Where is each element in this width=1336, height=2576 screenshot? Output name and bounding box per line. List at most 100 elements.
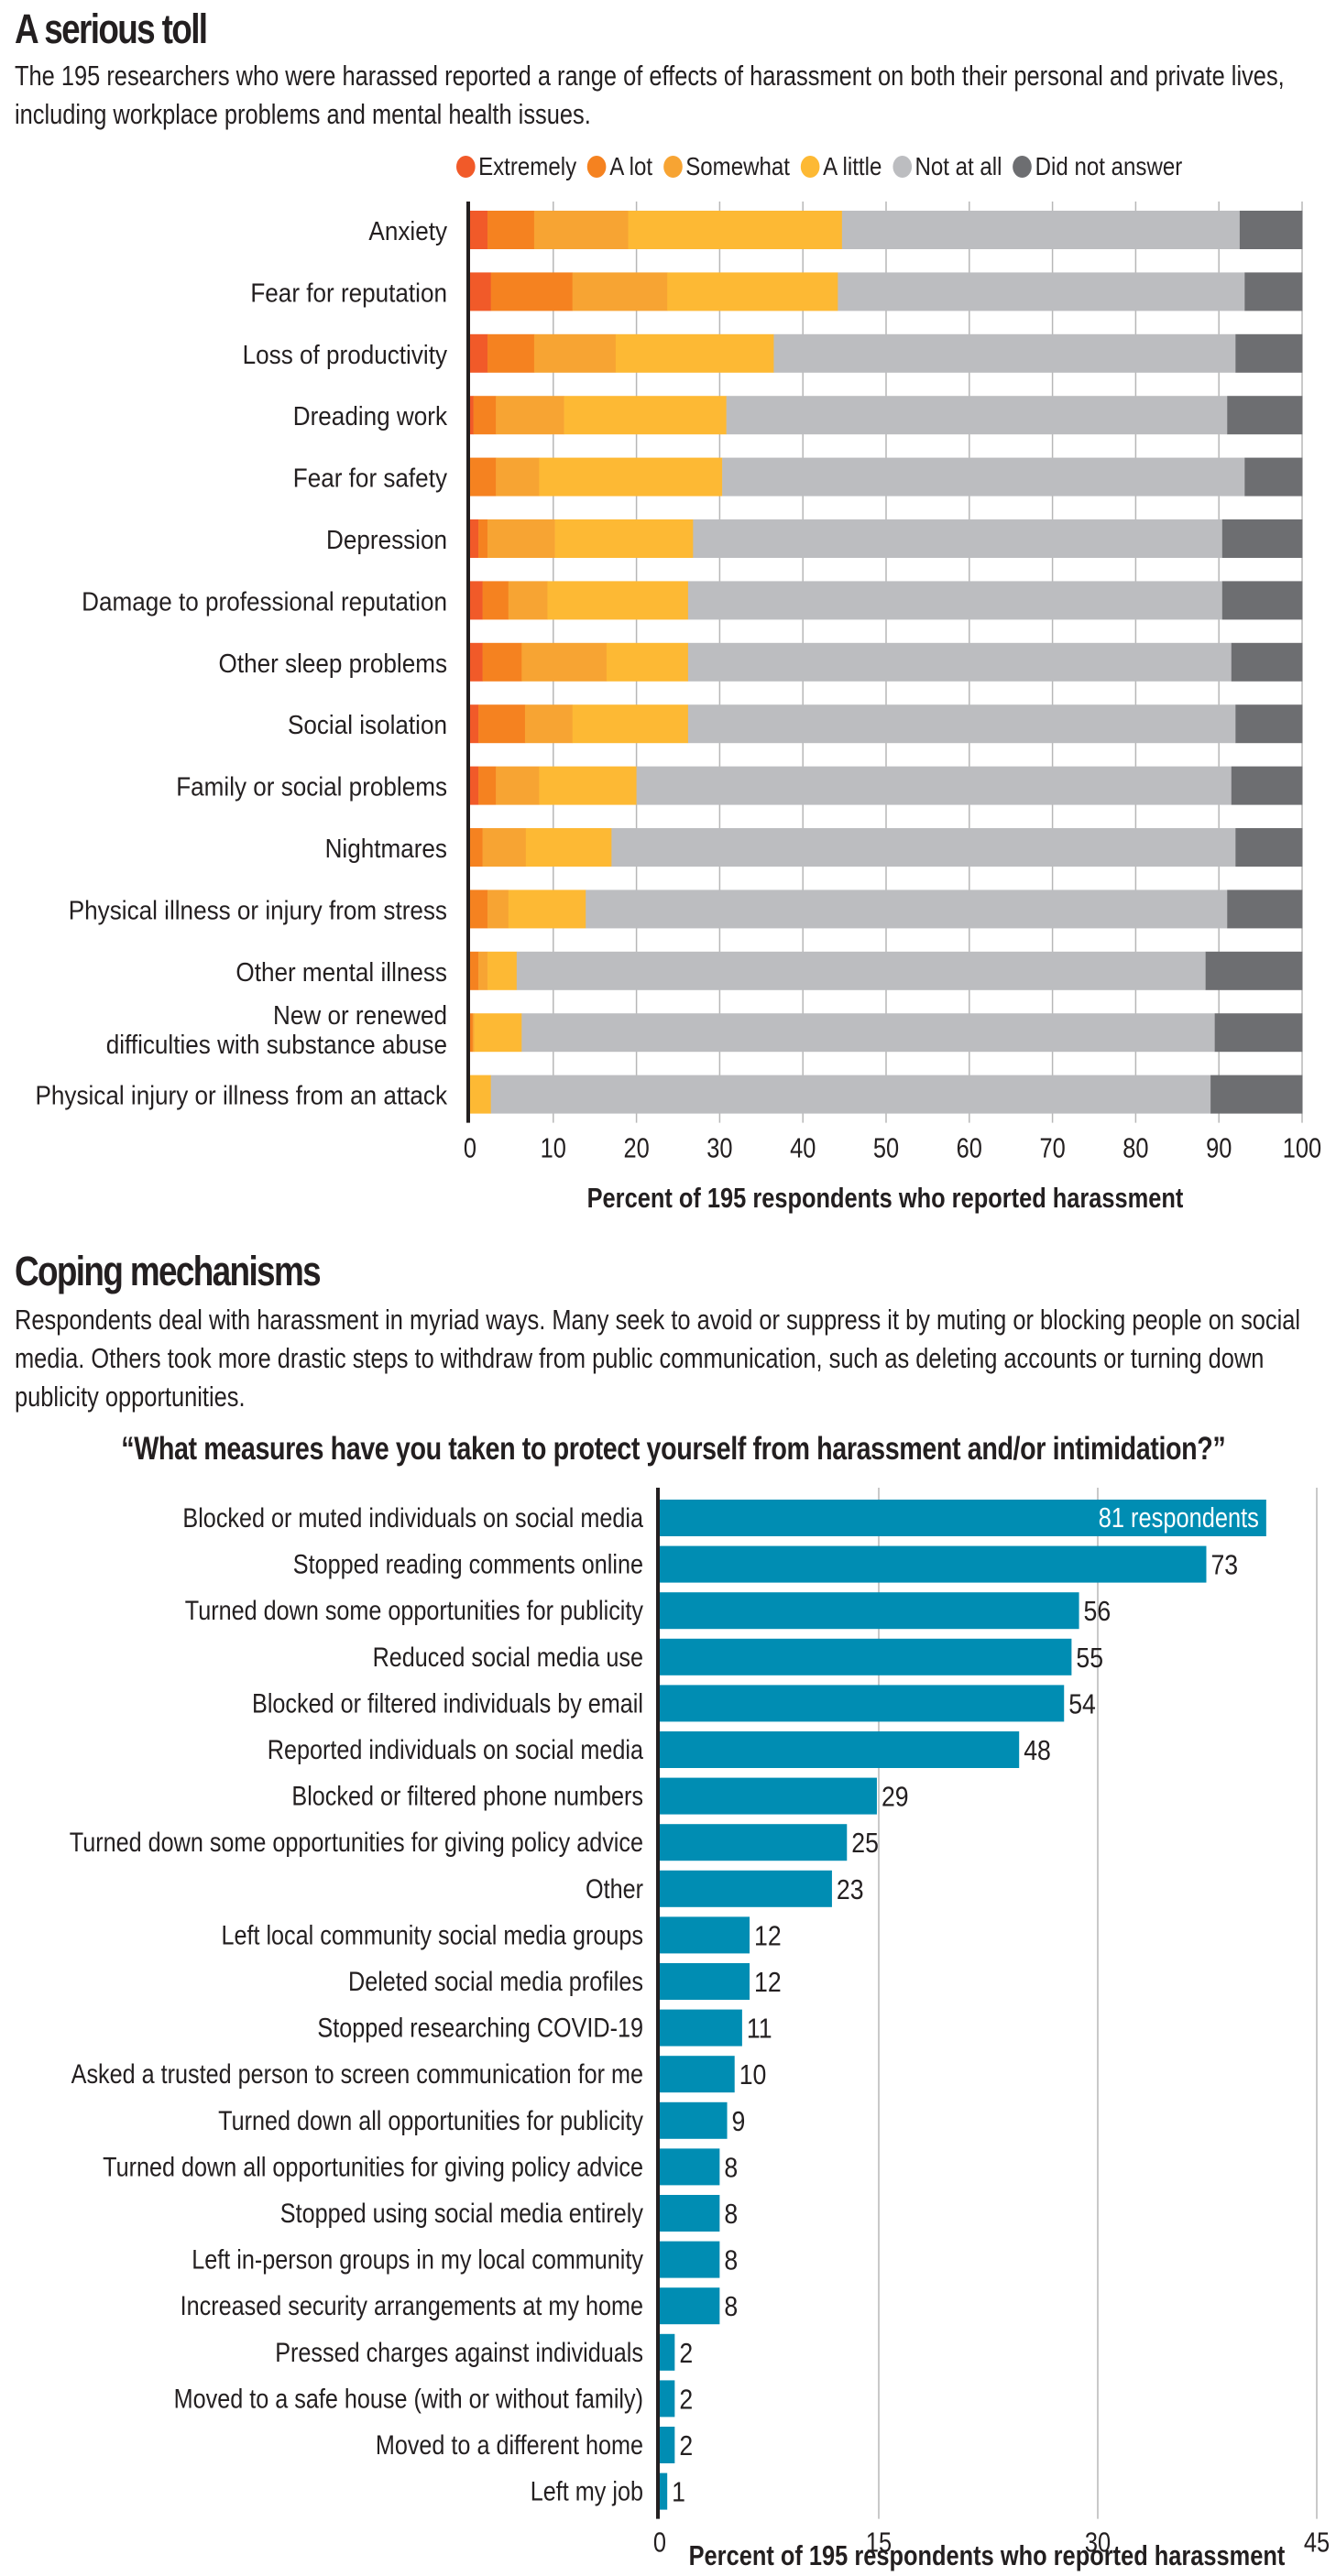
bar-segment-did-not-answer-damage-to-professional-reputation — [1221, 581, 1303, 620]
bar-segment-somewhat-other-sleep-problems — [521, 642, 608, 682]
bar-segment-not-at-all-damage-to-professional-reputation — [687, 581, 1223, 620]
category-label-moved-to-a-safe-house-with-or-without-family: Moved to a safe house (with or without f… — [174, 2383, 643, 2414]
category-label-loss-of-productivity: Loss of productivity — [243, 340, 448, 370]
category-label-turned-down-all-opportunities-for-giving-policy-advice: Turned down all opportunities for giving… — [103, 2151, 643, 2182]
bar-segment-a-lot-dreading-work — [473, 396, 497, 435]
category-label-nightmares: Nightmares — [325, 834, 447, 864]
value-label-moved-to-a-different-home: 2 — [679, 2430, 693, 2461]
category-label-stopped-researching-covid-19: Stopped researching COVID-19 — [317, 2013, 643, 2044]
bar-segment-somewhat-damage-to-professional-reputation — [508, 581, 548, 620]
bar-segment-a-little-physical-injury-or-illness-from-an-attack — [470, 1075, 491, 1114]
value-label-pressed-charges-against-individuals: 2 — [679, 2338, 693, 2369]
bar-segment-not-at-all-nightmares — [611, 828, 1236, 867]
legend-label-a-lot: A lot — [609, 152, 653, 180]
category-label-blocked-or-filtered-individuals-by-email: Blocked or filtered individuals by email — [252, 1687, 643, 1719]
value-label-stopped-researching-covid-19: 11 — [747, 2014, 772, 2045]
bar-pressed-charges-against-individuals — [660, 2333, 675, 2371]
bar-stopped-using-social-media-entirely — [660, 2195, 720, 2232]
bar-segment-a-lot-family-or-social-problems — [478, 766, 497, 805]
bar-segment-did-not-answer-family-or-social-problems — [1231, 766, 1303, 805]
bar-segment-a-lot-other-mental-illness — [470, 951, 479, 990]
effects-stacked-bar-chart: Anxiety Fear for reputation Loss of produc… — [35, 202, 1321, 1215]
bar-segment-not-at-all-dreading-work — [726, 396, 1228, 435]
chart2-value-labels: 81 respondents73565554482925231212111098… — [672, 1502, 1259, 2508]
x-tick-label-0: 0 — [464, 1132, 476, 1164]
legend-label-extremely: Extremely — [478, 152, 577, 180]
bar-segment-not-at-all-physical-injury-or-illness-from-an-attack — [490, 1075, 1211, 1114]
legend-label-somewhat: Somewhat — [685, 152, 790, 180]
bar-segment-a-little-nightmares — [525, 828, 612, 867]
bar-segment-not-at-all-social-isolation — [687, 704, 1236, 744]
bar-segment-a-lot-social-isolation — [478, 704, 526, 744]
category-label-stopped-using-social-media-entirely: Stopped using social media entirely — [280, 2198, 643, 2229]
category-label-blocked-or-filtered-phone-numbers: Blocked or filtered phone numbers — [291, 1781, 643, 1812]
bar-segment-did-not-answer-nightmares — [1235, 828, 1303, 867]
bar-segment-extremely-other-sleep-problems — [470, 642, 483, 682]
category-label-pressed-charges-against-individuals: Pressed charges against individuals — [275, 2337, 643, 2368]
bar-segment-a-lot-anxiety — [487, 211, 535, 249]
value-label-reduced-social-media-use: 55 — [1076, 1643, 1103, 1674]
bar-segment-not-at-all-physical-illness-or-injury-from-stress — [586, 890, 1228, 929]
value-label-blocked-or-filtered-phone-numbers: 29 — [882, 1782, 909, 1813]
category-label-stopped-reading-comments-online: Stopped reading comments online — [293, 1549, 643, 1580]
x-tick-label-45: 45 — [1304, 2527, 1330, 2559]
value-label-increased-security-arrangements-at-my-home: 8 — [724, 2291, 738, 2322]
bar-segment-a-lot-fear-for-reputation — [490, 272, 573, 311]
bar-left-in-person-groups-in-my-local-community — [660, 2241, 720, 2278]
bar-segment-a-little-depression — [554, 519, 694, 558]
value-label-stopped-reading-comments-online: 73 — [1210, 1550, 1238, 1581]
bar-segment-not-at-all-depression — [693, 519, 1223, 558]
bar-segment-somewhat-fear-for-safety — [496, 457, 540, 497]
x-tick-label-50: 50 — [873, 1132, 899, 1164]
value-label-left-local-community-social-media-groups: 12 — [754, 1921, 782, 1952]
bar-reduced-social-media-use — [660, 1638, 1072, 1675]
bar-segment-somewhat-loss-of-productivity — [533, 333, 617, 373]
x-tick-label-0: 0 — [653, 2527, 666, 2559]
bar-turned-down-some-opportunities-for-publicity — [660, 1592, 1079, 1630]
bar-segment-somewhat-other-mental-illness — [478, 951, 488, 990]
legend-swatch-a-lot — [587, 156, 607, 178]
bar-segment-somewhat-physical-illness-or-injury-from-stress — [487, 890, 509, 929]
category-label-dreading-work: Dreading work — [293, 401, 447, 431]
bar-blocked-or-filtered-individuals-by-email — [660, 1685, 1065, 1722]
bar-increased-security-arrangements-at-my-home — [660, 2287, 720, 2325]
legend-label-did-not-answer: Did not answer — [1035, 152, 1183, 180]
category-label-other-sleep-problems: Other sleep problems — [219, 649, 447, 679]
x-tick-label-30: 30 — [706, 1132, 732, 1164]
value-label-reported-individuals-on-social-media: 48 — [1024, 1735, 1051, 1766]
legend-item-extremely: Extremely — [456, 152, 576, 181]
x-tick-label-100: 100 — [1283, 1132, 1321, 1164]
bar-blocked-or-filtered-phone-numbers — [660, 1777, 877, 1815]
bar-other — [660, 1870, 832, 1907]
bar-segment-a-little-fear-for-reputation — [667, 272, 838, 311]
legend-item-a-lot: A lot — [587, 152, 652, 181]
value-label-deleted-social-media-profiles: 12 — [754, 1967, 782, 1998]
bar-turned-down-all-opportunities-for-giving-policy-advice — [660, 2148, 720, 2186]
category-label-new-or-renewed-difficulties-with-substance-abuse-line-1: New or renewed — [273, 1000, 447, 1031]
section2-description: Respondents deal with harassment in myri… — [15, 1304, 1301, 1413]
category-label-family-or-social-problems: Family or social problems — [176, 771, 447, 802]
category-label-turned-down-some-opportunities-for-publicity: Turned down some opportunities for publi… — [185, 1595, 643, 1626]
value-label-turned-down-some-opportunities-for-publicity: 56 — [1084, 1596, 1112, 1627]
legend-item-a-little: A little — [801, 152, 882, 181]
chart2-category-labels: Blocked or muted individuals on social m… — [70, 1502, 644, 2506]
x-tick-label-30: 30 — [1085, 2527, 1111, 2559]
bar-segment-extremely-loss-of-productivity — [470, 333, 488, 373]
chart2-x-axis-label: Percent of 195 respondents who reported … — [689, 2540, 1286, 2572]
value-label-blocked-or-filtered-individuals-by-email: 54 — [1068, 1689, 1096, 1720]
bar-segment-not-at-all-family-or-social-problems — [636, 766, 1232, 805]
value-label-asked-a-trusted-person-to-screen-communication-for-me: 10 — [739, 2059, 767, 2090]
legend-label-a-little: A little — [823, 152, 882, 180]
bar-turned-down-all-opportunities-for-publicity — [660, 2101, 728, 2139]
bar-segment-did-not-answer-new-or-renewed-difficulties-with-substance-abuse — [1214, 1013, 1303, 1053]
bar-segment-did-not-answer-other-mental-illness — [1205, 951, 1303, 990]
category-label-fear-for-safety: Fear for safety — [293, 463, 447, 493]
section2-title: Coping mechanisms — [15, 1248, 322, 1294]
bar-segment-somewhat-family-or-social-problems — [496, 766, 540, 805]
chart1-legend: Extremely A lot Somewhat A little Not at… — [456, 150, 1193, 183]
bar-segment-a-lot-damage-to-professional-reputation — [482, 581, 509, 620]
bar-segment-a-little-physical-illness-or-injury-from-stress — [508, 890, 586, 929]
category-label-moved-to-a-different-home: Moved to a different home — [376, 2429, 643, 2461]
category-label-new-or-renewed-difficulties-with-substance-abuse-line-2: difficulties with substance abuse — [106, 1030, 447, 1060]
bar-segment-a-little-other-mental-illness — [487, 951, 518, 990]
